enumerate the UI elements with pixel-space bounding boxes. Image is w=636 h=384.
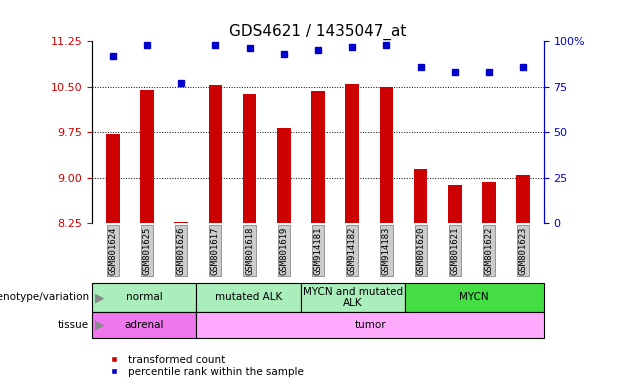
Bar xyxy=(405,283,544,312)
Text: MYCN and mutated
ALK: MYCN and mutated ALK xyxy=(303,286,403,308)
Bar xyxy=(140,90,154,223)
Bar xyxy=(301,283,405,312)
Text: GSM801625: GSM801625 xyxy=(142,227,151,275)
Text: ▶: ▶ xyxy=(95,318,105,331)
Bar xyxy=(414,169,427,223)
Bar xyxy=(448,185,462,223)
Bar xyxy=(243,94,256,223)
Text: GSM801626: GSM801626 xyxy=(177,227,186,275)
Text: ▶: ▶ xyxy=(95,291,105,304)
Bar xyxy=(311,91,325,223)
Text: GSM801623: GSM801623 xyxy=(519,227,528,275)
Bar xyxy=(106,134,120,223)
Text: GSM914181: GSM914181 xyxy=(314,227,322,275)
Legend: transformed count, percentile rank within the sample: transformed count, percentile rank withi… xyxy=(104,355,303,377)
Bar xyxy=(380,87,393,223)
Bar xyxy=(482,182,496,223)
Text: MYCN: MYCN xyxy=(459,292,489,303)
Text: adrenal: adrenal xyxy=(125,320,164,330)
Text: GSM801617: GSM801617 xyxy=(211,227,220,275)
Text: genotype/variation: genotype/variation xyxy=(0,292,89,303)
Bar xyxy=(197,312,544,338)
Text: GSM801622: GSM801622 xyxy=(485,227,494,275)
Text: GSM801618: GSM801618 xyxy=(245,227,254,275)
Text: GSM914183: GSM914183 xyxy=(382,227,391,275)
Bar xyxy=(92,312,197,338)
Text: GSM914182: GSM914182 xyxy=(348,227,357,275)
Text: GSM801621: GSM801621 xyxy=(450,227,459,275)
Text: tissue: tissue xyxy=(58,320,89,330)
Bar xyxy=(209,86,222,223)
Title: GDS4621 / 1435047_at: GDS4621 / 1435047_at xyxy=(230,23,406,40)
Text: GSM801620: GSM801620 xyxy=(416,227,425,275)
Text: GSM801624: GSM801624 xyxy=(108,227,117,275)
Bar xyxy=(516,175,530,223)
Bar xyxy=(92,283,197,312)
Text: normal: normal xyxy=(126,292,163,303)
Bar xyxy=(174,222,188,223)
Bar xyxy=(345,84,359,223)
Text: GSM801619: GSM801619 xyxy=(279,227,288,275)
Bar xyxy=(277,128,291,223)
Bar xyxy=(197,283,301,312)
Text: tumor: tumor xyxy=(354,320,386,330)
Text: mutated ALK: mutated ALK xyxy=(215,292,282,303)
